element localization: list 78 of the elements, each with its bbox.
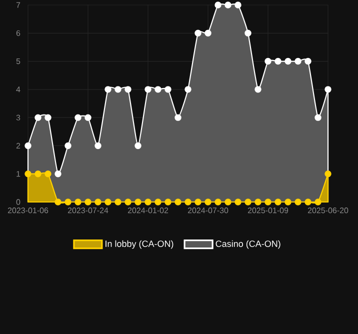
x-tick-label: 2025-01-09 — [248, 208, 288, 214]
point — [294, 58, 302, 65]
point — [244, 30, 252, 36]
point — [314, 198, 322, 206]
point — [94, 142, 102, 150]
point — [134, 142, 142, 150]
point — [174, 114, 182, 121]
point — [244, 198, 252, 206]
y-tick-label: 0 — [16, 199, 20, 205]
y-tick-label: 6 — [16, 30, 20, 36]
point — [54, 170, 62, 178]
x-tick-label: 2023-07-24 — [68, 208, 108, 214]
point — [84, 198, 92, 206]
legend-label: Casino (CA-ON) — [216, 240, 280, 249]
point — [324, 170, 332, 178]
x-tick-label: 2024-01-02 — [128, 208, 168, 214]
point — [144, 86, 152, 93]
point — [154, 198, 162, 206]
point — [184, 86, 192, 93]
point — [74, 198, 82, 206]
point — [94, 198, 102, 206]
point — [104, 86, 112, 93]
point — [44, 114, 52, 121]
point — [254, 198, 262, 206]
point — [264, 58, 272, 65]
point — [34, 170, 42, 178]
point — [234, 198, 242, 206]
point — [104, 198, 112, 206]
point — [204, 30, 212, 36]
point — [264, 198, 272, 206]
point — [114, 198, 122, 206]
point — [194, 30, 202, 36]
point — [114, 86, 122, 93]
point — [304, 58, 312, 65]
point — [224, 198, 232, 206]
y-tick-label: 4 — [16, 86, 20, 92]
x-tick-label: 2023-01-06 — [8, 208, 48, 214]
point — [124, 198, 132, 206]
point — [164, 86, 172, 93]
y-tick-label: 3 — [16, 114, 20, 120]
y-tick-label: 2 — [16, 142, 20, 149]
point — [324, 86, 332, 93]
y-tick-label: 7 — [16, 2, 20, 8]
point — [84, 114, 92, 121]
legend-label: In lobby (CA-ON) — [106, 240, 174, 249]
point — [274, 58, 282, 65]
point — [64, 198, 72, 206]
point — [234, 2, 242, 8]
point — [134, 198, 142, 206]
point — [124, 86, 132, 93]
point — [74, 114, 82, 121]
point — [284, 198, 292, 206]
point — [174, 198, 182, 206]
point — [34, 114, 42, 121]
point — [184, 198, 192, 206]
point — [194, 198, 202, 206]
point — [54, 198, 62, 206]
x-tick-label: 2025-06-20 — [308, 208, 348, 214]
x-tick-label: 2024-07-30 — [188, 208, 228, 214]
point — [64, 142, 72, 150]
point — [294, 198, 302, 206]
point — [24, 142, 32, 150]
point — [304, 198, 312, 206]
y-tick-label: 1 — [16, 171, 20, 177]
point — [164, 198, 172, 206]
point — [314, 114, 322, 121]
y-tick-label: 5 — [16, 58, 20, 64]
point — [224, 2, 232, 8]
point — [214, 198, 222, 206]
point — [44, 170, 52, 178]
point — [254, 86, 262, 93]
point — [204, 198, 212, 206]
point — [274, 198, 282, 206]
point — [284, 58, 292, 65]
point — [24, 170, 32, 178]
point — [154, 86, 162, 93]
point — [214, 2, 222, 8]
point — [144, 198, 152, 206]
